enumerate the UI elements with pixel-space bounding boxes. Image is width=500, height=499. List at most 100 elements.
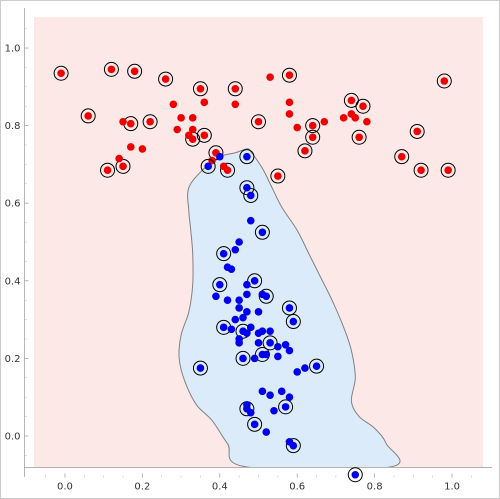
red-support-ring xyxy=(227,81,243,97)
blue-point xyxy=(243,308,251,316)
y-tick-label: 0.8 xyxy=(5,121,21,132)
blue-support-ring xyxy=(285,438,301,454)
red-point xyxy=(119,162,127,171)
blue-support-ring xyxy=(281,300,297,316)
blue-support-ring xyxy=(235,350,251,366)
blue-point xyxy=(270,406,278,415)
blue-point xyxy=(258,387,267,396)
x-tick-label: 1.0 xyxy=(444,482,460,493)
blue-point xyxy=(250,420,259,429)
blue-point xyxy=(246,191,255,200)
red-point xyxy=(173,125,182,134)
blue-support-ring xyxy=(347,467,363,483)
red-support-ring xyxy=(297,143,313,159)
red-point xyxy=(57,69,65,78)
series-blue xyxy=(192,149,363,483)
red-point xyxy=(200,98,209,107)
red-point xyxy=(126,119,135,128)
red-point xyxy=(417,166,425,175)
red-point xyxy=(285,110,294,118)
red-point xyxy=(355,133,363,142)
red-support-ring xyxy=(100,162,116,178)
red-support-ring xyxy=(440,162,456,178)
red-point xyxy=(223,166,232,175)
blue-point xyxy=(219,249,228,258)
y-tick-label: 1.0 xyxy=(5,44,21,55)
blue-point xyxy=(196,364,205,372)
blue-support-ring xyxy=(216,246,232,262)
blue-point xyxy=(274,342,282,351)
red-support-ring xyxy=(158,71,174,87)
red-support-ring xyxy=(436,73,452,89)
red-point xyxy=(196,84,205,93)
red-point xyxy=(138,145,147,153)
blue-point xyxy=(243,183,251,192)
red-point xyxy=(200,131,209,140)
blue-point xyxy=(246,216,255,225)
blue-point xyxy=(204,162,212,171)
red-point xyxy=(444,166,452,175)
blue-point xyxy=(235,339,243,347)
red-support-ring xyxy=(394,149,410,165)
red-point xyxy=(188,125,197,134)
x-tick-label: 0.2 xyxy=(134,482,150,493)
red-point xyxy=(285,71,294,79)
blue-point xyxy=(266,391,274,400)
blue-point xyxy=(281,403,290,411)
blue-point xyxy=(285,346,294,355)
blue-support-ring xyxy=(254,224,270,240)
red-point xyxy=(103,166,112,175)
blue-point xyxy=(231,315,240,324)
blue-point xyxy=(215,152,224,161)
red-point xyxy=(347,96,356,105)
red-point xyxy=(285,98,294,107)
blue-point xyxy=(289,317,298,326)
blue-support-ring xyxy=(247,273,263,289)
blue-point xyxy=(243,401,251,409)
blue-point xyxy=(258,228,267,237)
blue-point xyxy=(215,280,224,289)
red-support-ring xyxy=(196,127,212,143)
red-point xyxy=(301,147,309,155)
red-support-ring xyxy=(208,145,224,161)
red-point xyxy=(161,75,170,83)
red-point xyxy=(320,117,329,126)
red-point xyxy=(84,112,92,120)
blue-point xyxy=(262,292,271,301)
blue-point xyxy=(285,304,294,312)
x-tick-label: 0.0 xyxy=(57,482,73,493)
red-point xyxy=(308,133,317,142)
red-point xyxy=(130,67,139,76)
blue-point xyxy=(266,327,274,336)
y-tick-label: 0.6 xyxy=(5,199,21,210)
blue-point xyxy=(243,290,251,299)
red-support-ring xyxy=(413,162,429,178)
blue-point xyxy=(258,327,267,336)
red-support-ring xyxy=(142,114,158,130)
red-support-ring xyxy=(351,129,367,145)
blue-support-ring xyxy=(247,416,263,432)
red-point xyxy=(107,65,116,74)
blue-point xyxy=(258,350,267,359)
red-support-ring xyxy=(251,114,266,130)
red-support-ring xyxy=(220,162,236,178)
red-point xyxy=(274,172,282,180)
red-support-ring xyxy=(355,98,371,114)
x-tick-label: 0.4 xyxy=(212,482,228,493)
red-point xyxy=(115,154,123,163)
red-support-ring xyxy=(80,108,96,124)
red-point xyxy=(188,135,197,143)
blue-point xyxy=(243,152,251,161)
red-point xyxy=(351,114,360,122)
red-point xyxy=(177,114,185,122)
red-point xyxy=(293,123,302,132)
y-tick-label: 0.2 xyxy=(5,354,21,365)
blue-support-ring xyxy=(192,360,208,376)
blue-point xyxy=(281,341,290,349)
blue-point xyxy=(212,292,220,301)
blue-support-ring xyxy=(309,358,325,374)
blue-point xyxy=(293,368,302,376)
blue-support-ring xyxy=(278,399,294,415)
x-tick-label: 0.6 xyxy=(289,482,305,493)
